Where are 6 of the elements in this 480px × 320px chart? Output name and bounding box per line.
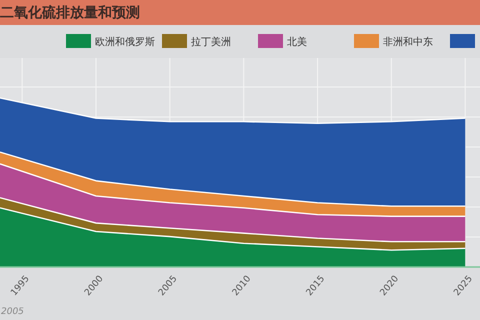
text: 2005 (1, 307, 24, 317)
chart-title: 二氧化硫排放量和预测 (0, 4, 140, 21)
legend-label: 北美 (287, 36, 307, 48)
legend-label: 非洲和中东 (383, 36, 433, 48)
legend-label: 欧洲和俄罗斯 (95, 36, 155, 48)
legend-label: 拉丁美洲 (191, 36, 231, 48)
